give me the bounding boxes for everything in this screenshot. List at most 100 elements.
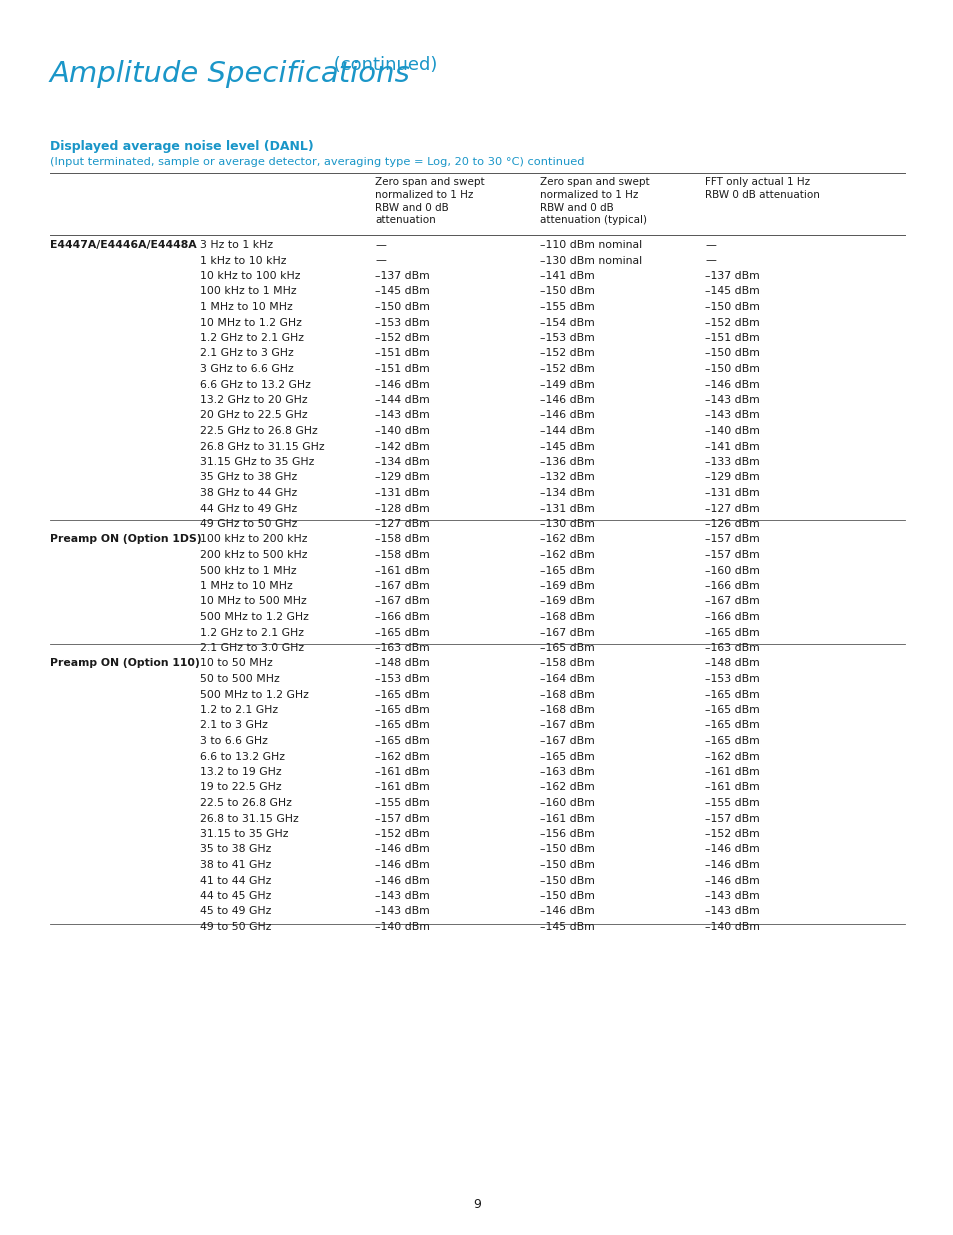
Text: –151 dBm: –151 dBm: [375, 364, 429, 374]
Text: –153 dBm: –153 dBm: [539, 333, 594, 343]
Text: –152 dBm: –152 dBm: [375, 829, 429, 839]
Text: –162 dBm: –162 dBm: [539, 535, 594, 545]
Text: –162 dBm: –162 dBm: [539, 550, 594, 559]
Text: –160 dBm: –160 dBm: [704, 566, 760, 576]
Text: –145 dBm: –145 dBm: [539, 923, 594, 932]
Text: –157 dBm: –157 dBm: [375, 814, 429, 824]
Text: –146 dBm: –146 dBm: [375, 876, 429, 885]
Text: –143 dBm: –143 dBm: [704, 410, 759, 420]
Text: 50 to 500 MHz: 50 to 500 MHz: [200, 674, 279, 684]
Text: –153 dBm: –153 dBm: [704, 674, 759, 684]
Text: 22.5 GHz to 26.8 GHz: 22.5 GHz to 26.8 GHz: [200, 426, 317, 436]
Text: 1 kHz to 10 kHz: 1 kHz to 10 kHz: [200, 256, 286, 266]
Text: –131 dBm: –131 dBm: [375, 488, 429, 498]
Text: –158 dBm: –158 dBm: [539, 658, 594, 668]
Text: –165 dBm: –165 dBm: [704, 689, 759, 699]
Text: –163 dBm: –163 dBm: [704, 643, 759, 653]
Text: 2.1 to 3 GHz: 2.1 to 3 GHz: [200, 720, 268, 730]
Text: –129 dBm: –129 dBm: [375, 473, 429, 483]
Text: 1.2 GHz to 2.1 GHz: 1.2 GHz to 2.1 GHz: [200, 627, 304, 637]
Text: –150 dBm: –150 dBm: [539, 876, 595, 885]
Text: –146 dBm: –146 dBm: [704, 379, 759, 389]
Text: –168 dBm: –168 dBm: [539, 689, 594, 699]
Text: –134 dBm: –134 dBm: [375, 457, 429, 467]
Text: E4447A/E4446A/E4448A: E4447A/E4446A/E4448A: [50, 240, 196, 249]
Text: –127 dBm: –127 dBm: [704, 504, 759, 514]
Text: 35 GHz to 38 GHz: 35 GHz to 38 GHz: [200, 473, 297, 483]
Text: –162 dBm: –162 dBm: [539, 783, 594, 793]
Text: Zero span and swept
normalized to 1 Hz
RBW and 0 dB
attenuation: Zero span and swept normalized to 1 Hz R…: [375, 177, 484, 226]
Text: –137 dBm: –137 dBm: [704, 270, 759, 282]
Text: –152 dBm: –152 dBm: [539, 364, 594, 374]
Text: –130 dBm nominal: –130 dBm nominal: [539, 256, 641, 266]
Text: –165 dBm: –165 dBm: [375, 705, 429, 715]
Text: –134 dBm: –134 dBm: [539, 488, 594, 498]
Text: –150 dBm: –150 dBm: [704, 303, 760, 312]
Text: –110 dBm nominal: –110 dBm nominal: [539, 240, 641, 249]
Text: –144 dBm: –144 dBm: [539, 426, 594, 436]
Text: –167 dBm: –167 dBm: [539, 736, 594, 746]
Text: –143 dBm: –143 dBm: [704, 906, 759, 916]
Text: 1 MHz to 10 MHz: 1 MHz to 10 MHz: [200, 303, 293, 312]
Text: 6.6 to 13.2 GHz: 6.6 to 13.2 GHz: [200, 752, 285, 762]
Text: –152 dBm: –152 dBm: [539, 348, 594, 358]
Text: –155 dBm: –155 dBm: [704, 798, 759, 808]
Text: –158 dBm: –158 dBm: [375, 535, 429, 545]
Text: –146 dBm: –146 dBm: [539, 410, 594, 420]
Text: 41 to 44 GHz: 41 to 44 GHz: [200, 876, 271, 885]
Text: –165 dBm: –165 dBm: [704, 627, 759, 637]
Text: –165 dBm: –165 dBm: [539, 643, 594, 653]
Text: –153 dBm: –153 dBm: [375, 317, 429, 327]
Text: –166 dBm: –166 dBm: [704, 613, 759, 622]
Text: –130 dBm: –130 dBm: [539, 519, 595, 529]
Text: 1.2 to 2.1 GHz: 1.2 to 2.1 GHz: [200, 705, 278, 715]
Text: —: —: [704, 240, 715, 249]
Text: –140 dBm: –140 dBm: [704, 426, 760, 436]
Text: Preamp ON (Option 110): Preamp ON (Option 110): [50, 658, 199, 668]
Text: –155 dBm: –155 dBm: [539, 303, 594, 312]
Text: 20 GHz to 22.5 GHz: 20 GHz to 22.5 GHz: [200, 410, 307, 420]
Text: –145 dBm: –145 dBm: [539, 441, 594, 452]
Text: 45 to 49 GHz: 45 to 49 GHz: [200, 906, 271, 916]
Text: 500 MHz to 1.2 GHz: 500 MHz to 1.2 GHz: [200, 613, 309, 622]
Text: –143 dBm: –143 dBm: [375, 890, 429, 902]
Text: Amplitude Specifications: Amplitude Specifications: [50, 61, 411, 88]
Text: 44 to 45 GHz: 44 to 45 GHz: [200, 890, 271, 902]
Text: 22.5 to 26.8 GHz: 22.5 to 26.8 GHz: [200, 798, 292, 808]
Text: –152 dBm: –152 dBm: [704, 317, 759, 327]
Text: –142 dBm: –142 dBm: [375, 441, 429, 452]
Text: –154 dBm: –154 dBm: [539, 317, 594, 327]
Text: –163 dBm: –163 dBm: [375, 643, 429, 653]
Text: 10 MHz to 500 MHz: 10 MHz to 500 MHz: [200, 597, 307, 606]
Text: –165 dBm: –165 dBm: [375, 720, 429, 730]
Text: –169 dBm: –169 dBm: [539, 580, 594, 592]
Text: Zero span and swept
normalized to 1 Hz
RBW and 0 dB
attenuation (typical): Zero span and swept normalized to 1 Hz R…: [539, 177, 649, 226]
Text: –146 dBm: –146 dBm: [375, 860, 429, 869]
Text: –165 dBm: –165 dBm: [704, 736, 759, 746]
Text: –153 dBm: –153 dBm: [375, 674, 429, 684]
Text: 10 MHz to 1.2 GHz: 10 MHz to 1.2 GHz: [200, 317, 301, 327]
Text: –167 dBm: –167 dBm: [375, 580, 429, 592]
Text: –146 dBm: –146 dBm: [539, 906, 594, 916]
Text: –165 dBm: –165 dBm: [375, 736, 429, 746]
Text: (Input terminated, sample or average detector, averaging type = Log, 20 to 30 °C: (Input terminated, sample or average det…: [50, 157, 584, 167]
Text: –165 dBm: –165 dBm: [375, 627, 429, 637]
Text: –166 dBm: –166 dBm: [704, 580, 759, 592]
Text: –165 dBm: –165 dBm: [704, 705, 759, 715]
Text: 31.15 to 35 GHz: 31.15 to 35 GHz: [200, 829, 288, 839]
Text: –140 dBm: –140 dBm: [704, 923, 760, 932]
Text: –152 dBm: –152 dBm: [704, 829, 759, 839]
Text: –165 dBm: –165 dBm: [539, 752, 594, 762]
Text: 1 MHz to 10 MHz: 1 MHz to 10 MHz: [200, 580, 293, 592]
Text: 26.8 to 31.15 GHz: 26.8 to 31.15 GHz: [200, 814, 298, 824]
Text: –150 dBm: –150 dBm: [539, 890, 595, 902]
Text: –150 dBm: –150 dBm: [539, 845, 595, 855]
Text: 26.8 GHz to 31.15 GHz: 26.8 GHz to 31.15 GHz: [200, 441, 324, 452]
Text: –167 dBm: –167 dBm: [704, 597, 759, 606]
Text: –143 dBm: –143 dBm: [375, 906, 429, 916]
Text: –128 dBm: –128 dBm: [375, 504, 429, 514]
Text: –165 dBm: –165 dBm: [704, 720, 759, 730]
Text: –143 dBm: –143 dBm: [704, 395, 759, 405]
Text: –141 dBm: –141 dBm: [539, 270, 594, 282]
Text: –151 dBm: –151 dBm: [704, 333, 759, 343]
